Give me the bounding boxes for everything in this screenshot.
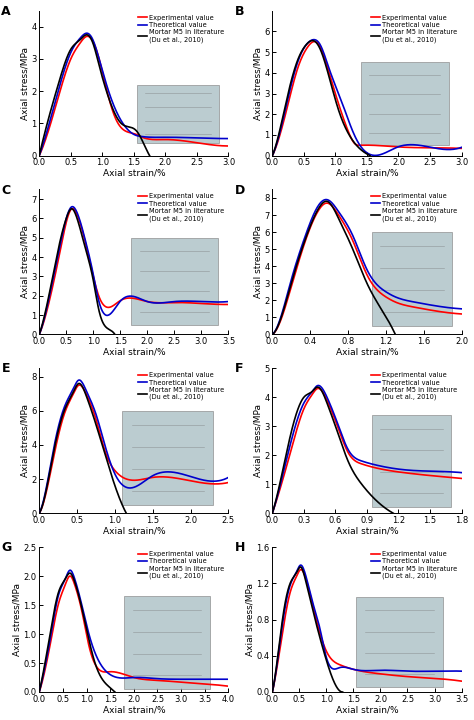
Text: A: A xyxy=(1,5,11,18)
Bar xyxy=(361,63,449,145)
Y-axis label: Axial stress/MPa: Axial stress/MPa xyxy=(254,404,263,477)
X-axis label: Axial strain/%: Axial strain/% xyxy=(102,168,165,178)
X-axis label: Axial strain/%: Axial strain/% xyxy=(102,526,165,536)
Legend: Experimental value, Theoretical value, Mortar M5 in literature
(Du et al., 2010): Experimental value, Theoretical value, M… xyxy=(370,550,458,580)
Text: B: B xyxy=(235,5,244,18)
X-axis label: Axial strain/%: Axial strain/% xyxy=(102,705,165,714)
Y-axis label: Axial stress/MPa: Axial stress/MPa xyxy=(21,225,30,298)
Text: H: H xyxy=(235,541,245,554)
Y-axis label: Axial stress/MPa: Axial stress/MPa xyxy=(21,47,30,120)
X-axis label: Axial strain/%: Axial strain/% xyxy=(336,348,398,356)
Legend: Experimental value, Theoretical value, Mortar M5 in literature
(Du et al., 2010): Experimental value, Theoretical value, M… xyxy=(370,14,458,43)
Bar xyxy=(372,232,452,326)
X-axis label: Axial strain/%: Axial strain/% xyxy=(336,168,398,178)
Y-axis label: Axial stress/MPa: Axial stress/MPa xyxy=(254,225,263,298)
X-axis label: Axial strain/%: Axial strain/% xyxy=(102,348,165,356)
Legend: Experimental value, Theoretical value, Mortar M5 in literature
(Du et al., 2010): Experimental value, Theoretical value, M… xyxy=(370,372,458,401)
X-axis label: Axial strain/%: Axial strain/% xyxy=(336,705,398,714)
Legend: Experimental value, Theoretical value, Mortar M5 in literature
(Du et al., 2010): Experimental value, Theoretical value, M… xyxy=(137,14,225,43)
Bar xyxy=(122,411,213,505)
Legend: Experimental value, Theoretical value, Mortar M5 in literature
(Du et al., 2010): Experimental value, Theoretical value, M… xyxy=(137,193,225,222)
Y-axis label: Axial stress/MPa: Axial stress/MPa xyxy=(13,583,22,656)
Bar xyxy=(131,238,218,325)
Text: F: F xyxy=(235,362,243,375)
Y-axis label: Axial stress/MPa: Axial stress/MPa xyxy=(254,47,263,120)
Legend: Experimental value, Theoretical value, Mortar M5 in literature
(Du et al., 2010): Experimental value, Theoretical value, M… xyxy=(137,372,225,401)
X-axis label: Axial strain/%: Axial strain/% xyxy=(336,526,398,536)
Y-axis label: Axial stress/MPa: Axial stress/MPa xyxy=(21,404,30,477)
Bar xyxy=(372,415,451,508)
Legend: Experimental value, Theoretical value, Mortar M5 in literature
(Du et al., 2010): Experimental value, Theoretical value, M… xyxy=(137,550,225,580)
Bar xyxy=(356,597,443,688)
Text: D: D xyxy=(235,184,245,197)
Bar xyxy=(124,596,210,689)
Legend: Experimental value, Theoretical value, Mortar M5 in literature
(Du et al., 2010): Experimental value, Theoretical value, M… xyxy=(370,193,458,222)
Bar xyxy=(137,85,219,143)
Text: G: G xyxy=(1,541,12,554)
Y-axis label: Axial stress/MPa: Axial stress/MPa xyxy=(246,583,255,656)
Text: C: C xyxy=(1,184,10,197)
Text: E: E xyxy=(1,362,10,375)
